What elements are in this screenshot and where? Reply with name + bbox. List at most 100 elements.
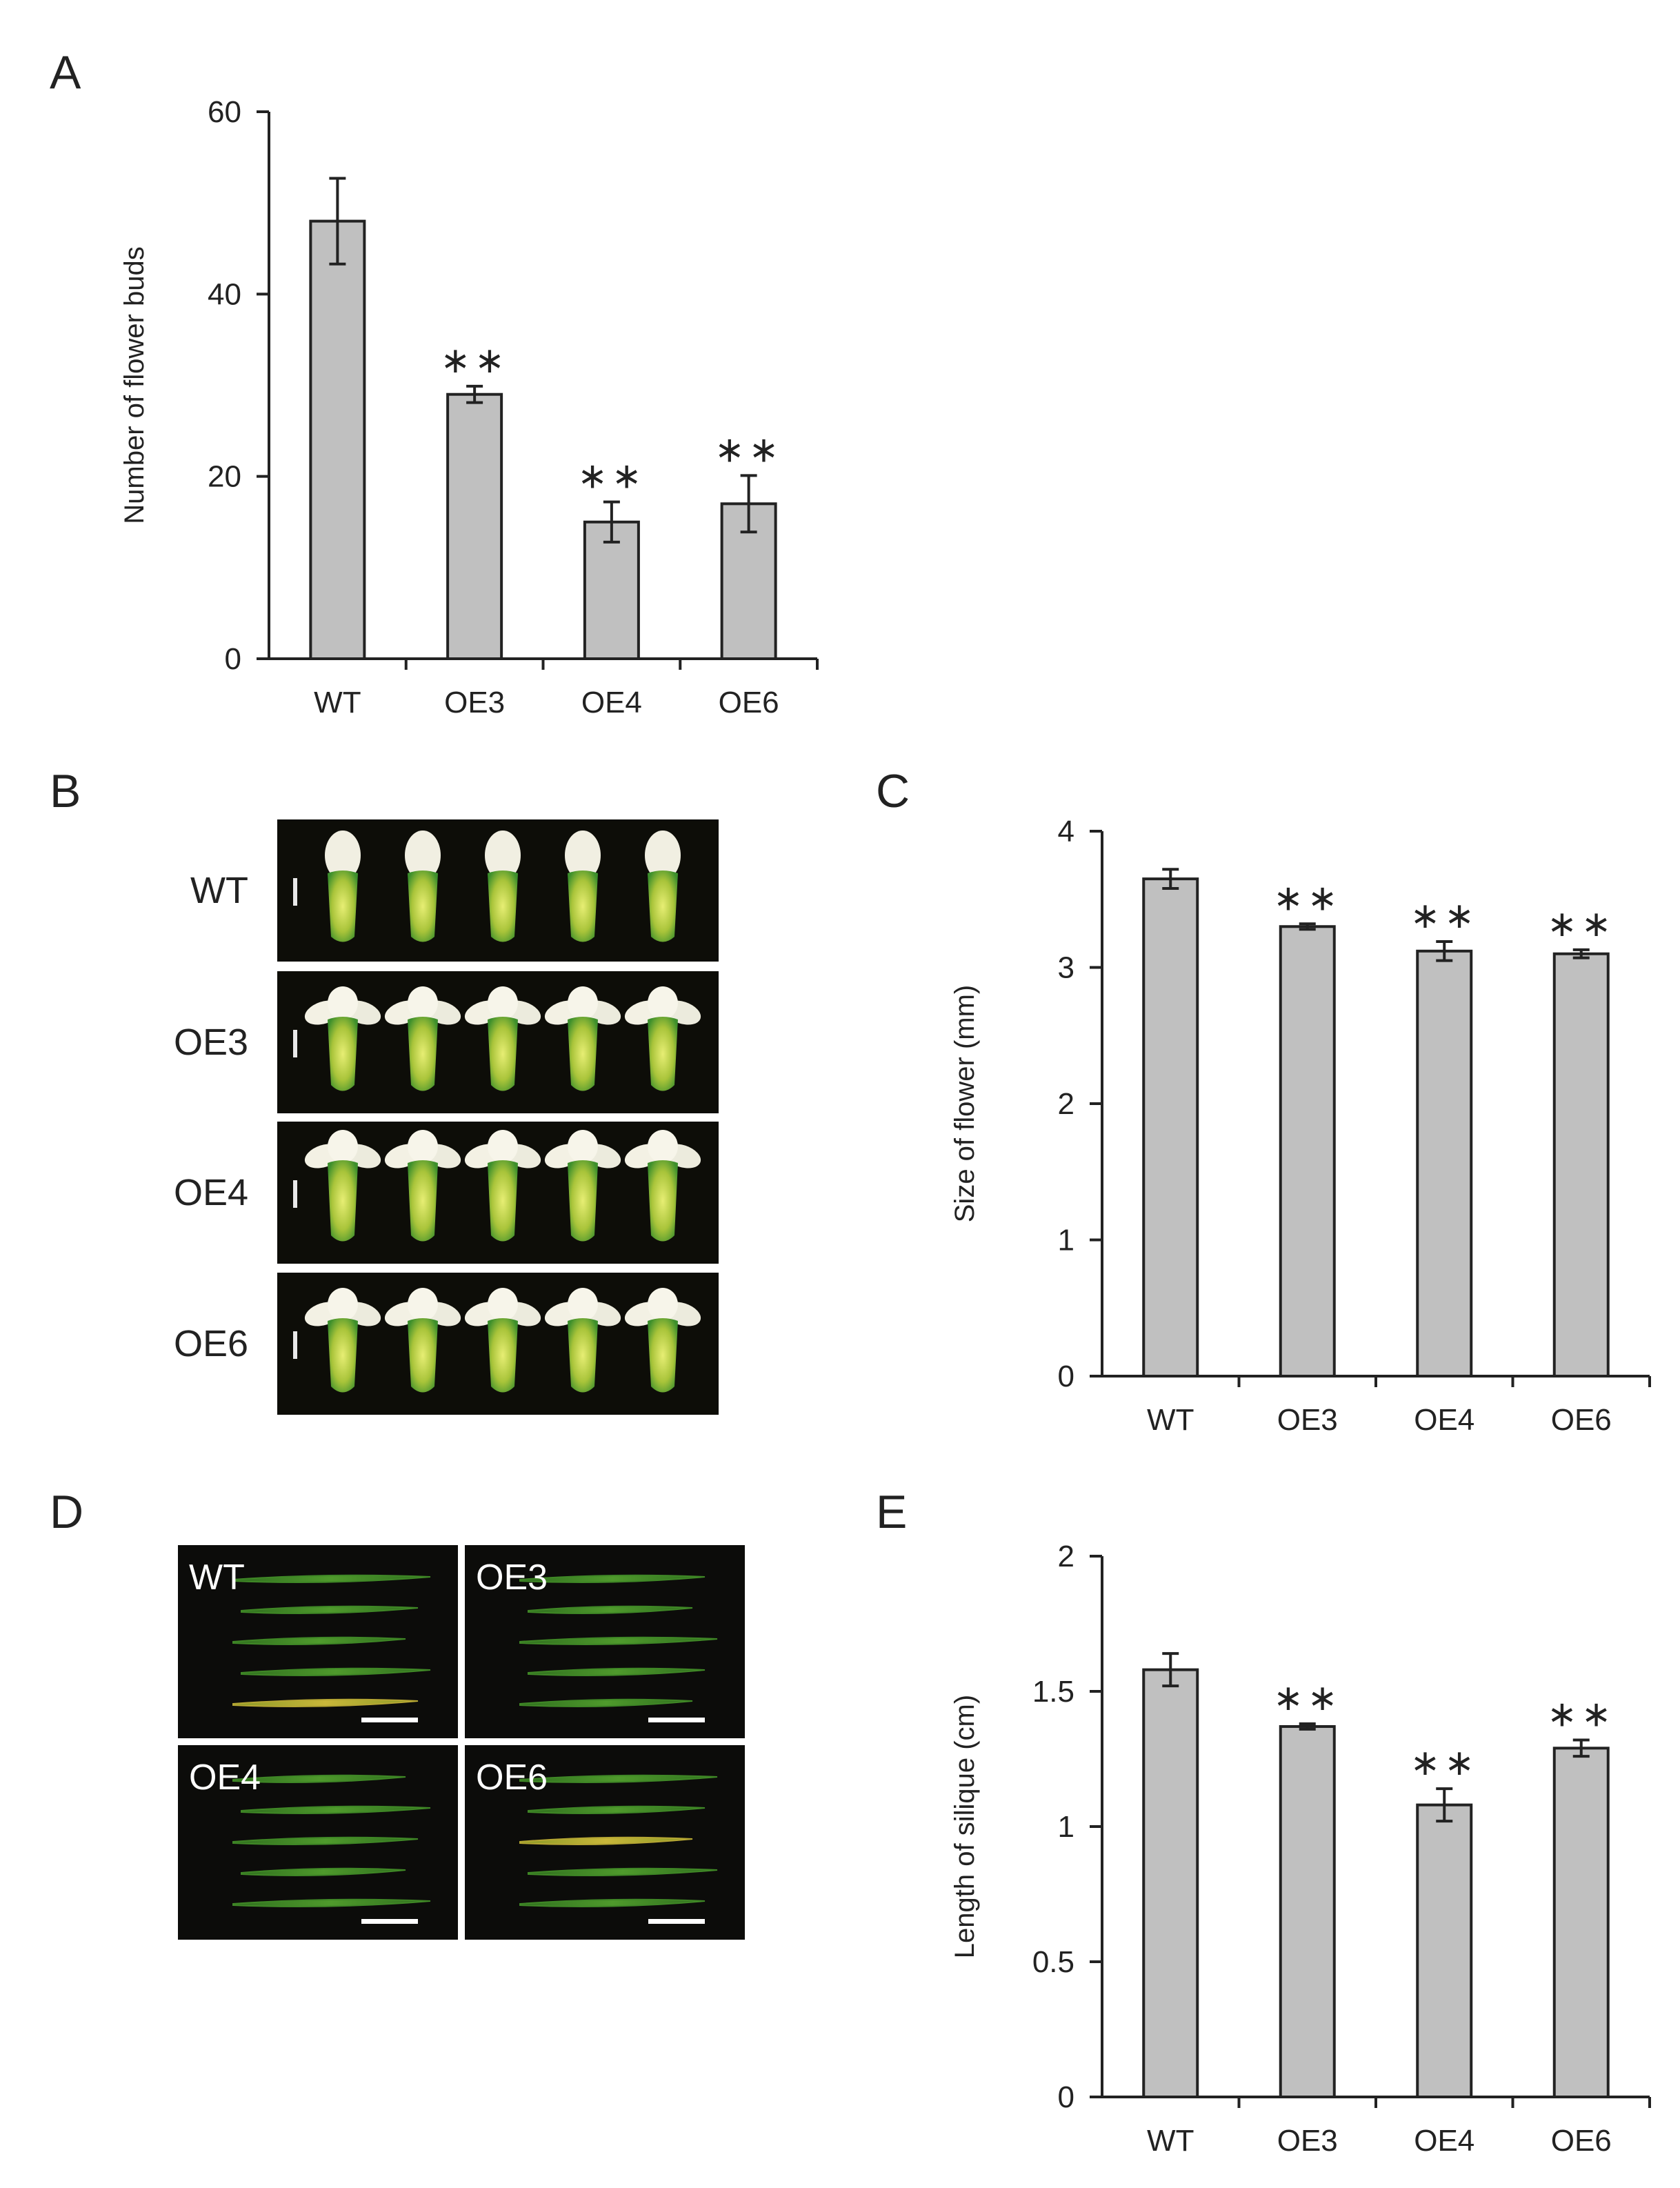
calyx [568,1318,598,1393]
petal [328,986,358,1020]
petal [408,1288,438,1321]
bar-oe4 [1416,1803,1473,2098]
x-tick-label: OE3 [1277,2124,1338,2158]
calyx [648,871,678,942]
x-tick-label: OE4 [1414,2124,1474,2158]
significance-label: ∗∗ [577,456,646,497]
silique-tile-oe6 [465,1745,745,1940]
bar-oe3 [1279,1724,1336,2098]
bar-oe6 [1552,1747,1610,2099]
tile-label: OE4 [189,1758,261,1798]
row-label: OE3 [174,1022,248,1063]
silique [519,1698,693,1707]
flower [384,1288,461,1393]
y-tick-label: 1 [1058,1224,1074,1257]
calyx [648,1160,678,1242]
scale-bar [293,878,297,906]
y-axis-title: Length of silique (cm) [950,1695,980,1958]
calyx [488,1318,518,1393]
flower-row-wt [277,819,719,962]
panel-letter-e: E [876,1486,907,1538]
y-tick-label: 40 [208,277,241,311]
silique [519,1898,706,1907]
flower [544,1130,621,1242]
bar-oe4 [1416,949,1473,1378]
petal [568,986,598,1020]
silique [232,1636,406,1645]
significance-label: ∗∗ [1410,895,1479,937]
flower [304,1288,381,1393]
tile-label: WT [189,1558,245,1598]
x-tick-label: OE3 [1277,1403,1338,1437]
petal [568,1288,598,1321]
flower [304,986,381,1091]
panel-letter-c: C [876,765,910,817]
silique [519,1774,718,1783]
flower-row-oe4 [277,1122,719,1264]
calyx [328,871,358,942]
flower [565,831,601,942]
significance-label: ∗∗ [1273,1678,1341,1719]
silique [232,1698,419,1707]
y-tick-label: 2 [1058,1087,1074,1121]
bar-oe4 [583,520,640,660]
petal [405,831,441,880]
y-tick-label: 2 [1058,1540,1074,1573]
row-label: WT [190,870,248,911]
x-tick-label: WT [1147,2124,1194,2158]
silique [241,1667,431,1676]
flower [485,831,521,942]
scale-bar [648,1919,705,1924]
y-tick-label: 0 [1058,1360,1074,1393]
flower-row-oe3 [277,971,719,1113]
silique [519,1636,718,1645]
flower [544,1288,621,1393]
silique [232,1574,431,1583]
silique [519,1836,693,1845]
scale-bar [293,1331,297,1359]
silique-tile-oe3 [465,1545,745,1738]
petal [645,831,681,880]
petal [648,1288,678,1321]
x-tick-label: OE4 [1414,1403,1474,1437]
silique-tile-wt [178,1545,458,1738]
chart-flower-size: 0 1 2 3 4 WT ∗∗ OE3 ∗∗ OE4 ∗∗ OE6 Size of flower (mm… [950,815,1651,1437]
significance-label: ∗∗ [714,429,783,470]
x-tick-label: OE6 [1551,2124,1612,2158]
flower [384,986,461,1091]
bar-wt [1142,877,1199,1378]
calyx [328,1318,358,1393]
calyx [408,1318,438,1393]
y-tick-label: 4 [1058,815,1074,848]
bar-wt [309,219,366,661]
silique [241,1867,406,1876]
flower [464,1288,541,1393]
petal [488,1130,518,1163]
y-tick-label: 20 [208,460,241,494]
photo-panel-siliques: WT OE3 OE4 OE6 [175,1542,748,1942]
petal [408,1130,438,1163]
flower [544,986,621,1091]
significance-label: ∗∗ [1547,1694,1615,1736]
flower [464,1130,541,1242]
y-axis-title: Number of flower buds [119,246,150,524]
bar-oe3 [1279,925,1336,1378]
petal [328,1130,358,1163]
y-tick-label: 3 [1058,951,1074,985]
petal [488,986,518,1020]
calyx [408,1160,438,1242]
calyx [568,871,598,942]
tile-label: OE3 [476,1558,548,1598]
scale-bar [293,1180,297,1208]
scale-bar [361,1919,418,1924]
flower-row-oe6 [277,1273,719,1415]
silique-tile-oe4 [178,1745,458,1940]
flower [645,831,681,942]
bar-oe3 [446,392,503,660]
flower [464,986,541,1091]
calyx [328,1160,358,1242]
calyx [408,871,438,942]
flower [384,1130,461,1242]
petal [568,1130,598,1163]
silique [528,1605,693,1614]
